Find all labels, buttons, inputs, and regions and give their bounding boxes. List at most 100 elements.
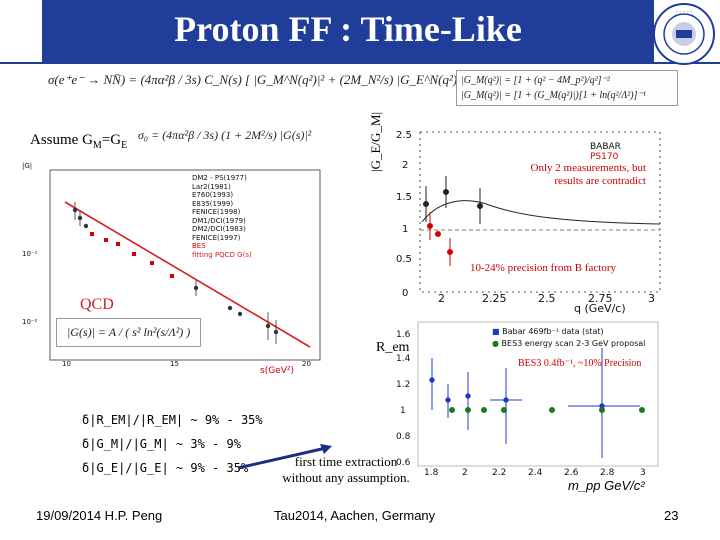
gm-formula-1: |G_M(q²)| = [1 + (q² − 4M_p²)/q²]⁻² [461,75,610,86]
data-point [227,305,233,311]
rem-x-tick: 2 [462,468,468,478]
qcd-label: QCD [80,296,114,313]
bes-point [132,252,136,256]
bes3-point [449,407,455,413]
legend-item-ps170: PS170 [590,152,619,162]
gm-formula-box: |G_M(q²)| = [1 + (q² − 4M_p²)/q²]⁻² |G_M… [456,70,678,106]
rem-x-tick: 2.6 [564,468,579,478]
rem-plot-svg [417,321,659,467]
error-bars [74,202,277,344]
rem-plot: R_em 0.6 0.8 1 1.2 1.4 1.6 1.8 2 2.2 2.4… [372,318,664,498]
right-top-y-tick: 0 [402,288,409,299]
rem-y-tick: 0.6 [396,458,411,468]
left-plot-legend: DM2 - PS(1977) Lar2(1981) E760(1993) E83… [192,174,252,259]
measurements-annotation: Only 2 measurements, but results are con… [530,162,646,187]
footer-conference: Tau2014, Aachen, Germany [274,508,436,523]
babar-rem-point [445,397,451,403]
left-plot-x-tick: 10 [62,360,71,368]
bullet-gm: δ|G_M|/|G_M| ~ 3% - 9% [82,437,241,451]
left-plot-x-label: s(GeV²) [260,366,294,376]
rem-legend: ■ Babar 469fb⁻¹ data (stat) ● BES3 energ… [492,326,645,350]
legend-item: DM2 - PS(1977) [192,174,247,182]
bes3-point [599,407,605,413]
right-top-x-label: q (GeV/c) [574,302,626,315]
legend-item: E760(1993) [192,191,234,199]
title-underline [0,62,720,64]
legend-item: DM1/DCI(1979) [192,216,246,225]
babar-rem-points [429,348,640,458]
left-plot-x-tick: 20 [302,360,311,368]
babar-rem-point [429,377,435,383]
footer-date-author: 19/09/2014 H.P. Peng [36,508,163,523]
precision-bullets: δ|R_EM|/|R_EM| ~ 9% - 35% δ|G_M|/|G_M| ~… [82,408,263,480]
legend-item: FENICE(1997) [192,233,241,242]
right-top-legend: BABAR PS170 [590,142,621,162]
rem-x-tick: 3 [640,468,646,478]
fit-curve [421,200,661,225]
legend-item: fitting PQCD G(s) [192,250,252,259]
footer-page-number: 23 [664,508,679,523]
bes-point [116,242,120,246]
bes3-proposal-points [449,407,645,413]
data-point [237,311,243,317]
legend-item-babar: BABAR [590,142,621,152]
legend-item-babar: ■ Babar 469fb⁻¹ data (stat) [492,327,604,336]
qcd-fit-line [64,201,311,348]
bes-point [170,274,174,278]
legend-item: Lar2(1981) [192,182,231,191]
right-top-y-tick: 1.5 [396,192,412,203]
right-top-x-tick: 2 [438,292,445,305]
left-plot-y-tick: 10⁻² [22,318,38,326]
bullet-rem: δ|R_EM|/|R_EM| ~ 9% - 35% [82,413,263,427]
right-top-y-tick: 2 [402,160,409,171]
rem-y-label: R_em [376,340,410,355]
university-seal-logo: · · · · · [653,3,715,65]
bes3-point [549,407,555,413]
bes3-precision-annotation: BES3 0.4fb⁻¹, ~10% Precision [518,358,642,369]
left-plot-y-tick: 10⁻¹ [22,250,38,258]
bes-point [150,261,154,265]
ps170-points [427,212,453,266]
slide-title: Proton FF : Time-Like [174,9,522,49]
extraction-note: first time extraction without any assump… [282,454,410,485]
legend-item: DM2/DCI(1983) [192,225,246,233]
babar-points [423,176,483,224]
bes-point [90,232,94,236]
right-top-x-tick: 2.75 [588,292,613,305]
rem-y-tick: 1.4 [396,354,411,364]
rem-x-tick: 2.4 [528,468,543,478]
assume-statement: Assume GM=GE [30,132,128,151]
legend-item: E835(1999) [192,199,234,208]
rem-y-tick: 1.6 [396,330,411,340]
ge-gm-ratio-plot-svg [419,131,661,293]
legend-item: BES [192,242,206,250]
bullet-ge: δ|G_E|/|G_E| ~ 9% - 35% [82,461,249,475]
right-top-y-tick: 2.5 [396,130,412,141]
data-point [83,223,89,229]
arrow-icon [237,444,332,470]
qcd-formula-box: |G(s)| = A / ( s² ln²(s/Λ²) ) [56,318,202,347]
right-top-y-label: |G_E/G_M| [368,111,383,172]
left-plot-x-tick: 15 [170,360,179,368]
bes-point [104,238,108,242]
right-top-x-tick: 2.25 [482,292,507,305]
babar-rem-point [465,393,471,399]
gm-formula-2: |G_M(q²)| = [1 + (G_M(q²)|)[1 + ln(q²/Λ²… [461,90,646,101]
rem-x-tick: 2.2 [492,468,507,478]
precision-annotation: 10-24% precision from B factory [470,262,617,274]
right-top-y-tick: 1 [402,224,409,235]
bes3-point [501,407,507,413]
rem-y-tick: 1.2 [396,380,411,390]
legend-item-bes3: ● BES3 energy scan 2-3 GeV proposal [492,339,646,348]
bes3-point [639,407,645,413]
svg-text:· · · · ·: · · · · · [675,9,692,16]
sigma0-formula: σ₀ = (4πα²β / 3s) (1 + 2M²/s) |G(s)|² [138,128,312,142]
legend-item: FENICE(1998) [192,208,241,216]
title-bar [42,0,654,62]
ge-gm-ratio-plot: |G_E/G_M| 0 0.5 1 1.5 2 2.5 2 2.25 2.5 2… [362,112,666,315]
right-top-y-tick: 0.5 [396,254,412,265]
right-top-x-tick: 3 [648,292,655,305]
rem-y-tick: 1 [400,406,406,416]
left-plot-y-label: |G| [22,162,33,170]
rem-x-tick: 1.8 [424,468,439,478]
